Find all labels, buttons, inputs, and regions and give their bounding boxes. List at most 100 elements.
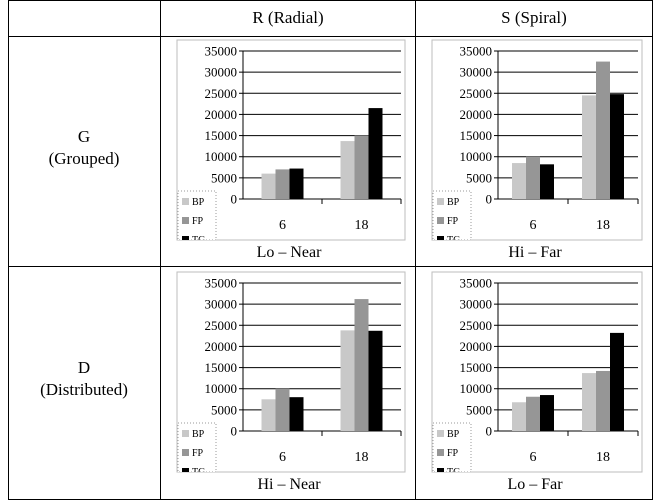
table-border-bottom	[8, 499, 653, 500]
bar-fp-6	[275, 169, 290, 199]
table-border-left	[8, 0, 9, 500]
legend: BP FP TG	[432, 422, 472, 478]
y-tick-label: 20000	[460, 339, 493, 354]
chart-caption: Hi – Near	[257, 476, 321, 493]
legend-swatch-bp	[182, 430, 189, 437]
legend-label-fp: FP	[447, 216, 459, 227]
y-tick-label: 0	[486, 192, 493, 207]
legend-label-tg: TG	[192, 467, 205, 478]
y-tick-label: 15000	[460, 360, 493, 375]
row-name: (Grouped)	[48, 149, 120, 168]
chart-grouped-spiral: 0 5000 10000 15000 20000 25000 30000 35000 6 18 BP…	[418, 38, 652, 268]
legend-label-bp: BP	[192, 197, 205, 208]
bar-chart: 0 5000 10000 15000 20000 25000 30000 35000 6 18 BP…	[431, 39, 643, 241]
bar-chart: 0 5000 10000 15000 20000 25000 30000 35000 6 18 BP…	[176, 39, 406, 246]
bar-bp-6	[512, 163, 526, 199]
legend-label-bp: BP	[447, 197, 460, 208]
y-tick-label: 5000	[211, 402, 237, 417]
y-tick-label: 25000	[460, 318, 493, 333]
bar-tg-6	[540, 164, 554, 199]
y-tick-label: 10000	[460, 149, 493, 164]
row-code: G	[77, 127, 91, 146]
y-tick-label: 35000	[460, 44, 493, 59]
table-row-divider	[8, 266, 653, 267]
y-tick-label: 30000	[460, 65, 493, 80]
column-header-spiral: S (Spiral)	[501, 8, 567, 27]
y-tick-label: 0	[231, 192, 238, 207]
y-tick-label: 5000	[466, 170, 492, 185]
y-tick-label: 35000	[205, 44, 238, 59]
legend-swatch-bp	[437, 430, 444, 437]
bar-tg-6	[289, 397, 304, 431]
bar-fp-18	[596, 370, 610, 431]
y-tick-label: 15000	[205, 360, 238, 375]
bar-tg-6	[289, 168, 304, 199]
row-label-distributed: D (Distributed)	[8, 357, 160, 401]
y-tick-label: 25000	[205, 318, 238, 333]
y-tick-label: 5000	[211, 170, 237, 185]
y-tick-label: 0	[486, 424, 493, 439]
legend-label-fp: FP	[192, 448, 204, 459]
legend-label-bp: BP	[192, 429, 205, 440]
legend: BP FP TG	[177, 190, 217, 246]
legend: BP FP TG	[432, 190, 472, 240]
bar-bp-18	[582, 373, 596, 431]
x-tick-label: 6	[530, 450, 537, 465]
row-label-grouped: G (Grouped)	[8, 126, 160, 170]
legend-swatch-tg	[182, 236, 189, 240]
chart-distributed-radial: 0 5000 10000 15000 20000 25000 30000 35000 6 18 BP…	[163, 270, 415, 500]
y-tick-label: 10000	[460, 381, 493, 396]
row-code: D	[77, 358, 91, 377]
bar-tg-18	[610, 332, 624, 431]
legend-swatch-fp	[182, 217, 189, 224]
bar-bp-18	[340, 330, 355, 431]
legend-swatch-bp	[182, 198, 189, 205]
y-tick-label: 25000	[460, 86, 493, 101]
bar-fp-18	[354, 299, 369, 431]
legend-swatch-tg	[437, 236, 444, 240]
column-header-radial: R (Radial)	[252, 8, 324, 27]
bar-fp-18	[596, 61, 610, 199]
legend-swatch-fp	[182, 449, 189, 456]
legend-swatch-fp	[437, 449, 444, 456]
y-tick-label: 15000	[205, 128, 238, 143]
y-tick-label: 30000	[205, 65, 238, 80]
x-tick-label: 18	[355, 218, 369, 233]
legend-label-tg: TG	[192, 235, 205, 246]
legend-swatch-tg	[437, 468, 444, 472]
table-col-divider-1	[160, 0, 161, 500]
x-tick-label: 18	[355, 450, 369, 465]
bar-fp-6	[526, 396, 540, 431]
y-tick-label: 20000	[460, 107, 493, 122]
x-tick-label: 18	[596, 450, 610, 465]
bar-fp-6	[275, 388, 290, 431]
legend-swatch-tg	[182, 468, 189, 472]
bar-chart: 0 5000 10000 15000 20000 25000 30000 35000 6 18 BP…	[176, 271, 406, 478]
table-col-divider-2	[415, 0, 416, 500]
y-tick-label: 25000	[205, 86, 238, 101]
y-tick-label: 30000	[460, 297, 493, 312]
table-border-right	[652, 0, 653, 500]
y-tick-label: 10000	[205, 381, 238, 396]
results-table: R (Radial) S (Spiral) G (Grouped) D (Dis…	[8, 0, 653, 500]
legend-label-tg: TG	[447, 467, 460, 478]
y-tick-label: 20000	[205, 339, 238, 354]
chart-distributed-spiral: 0 5000 10000 15000 20000 25000 30000 35000 6 18 BP…	[418, 270, 652, 500]
legend: BP FP TG	[177, 422, 217, 478]
y-tick-label: 35000	[205, 276, 238, 291]
legend-label-fp: FP	[192, 216, 204, 227]
legend-label-bp: BP	[447, 429, 460, 440]
x-tick-label: 18	[596, 218, 610, 233]
y-tick-label: 20000	[205, 107, 238, 122]
bar-tg-18	[368, 330, 383, 431]
bar-chart: 0 5000 10000 15000 20000 25000 30000 35000 6 18 BP…	[431, 271, 643, 478]
y-tick-label: 35000	[460, 276, 493, 291]
legend-swatch-fp	[437, 217, 444, 224]
bar-fp-18	[354, 135, 369, 199]
x-tick-label: 6	[530, 218, 537, 233]
bar-bp-6	[512, 402, 526, 431]
chart-caption: Lo – Near	[256, 244, 322, 261]
x-tick-label: 6	[279, 218, 286, 233]
chart-caption: Hi – Far	[508, 244, 562, 261]
y-tick-label: 10000	[205, 149, 238, 164]
